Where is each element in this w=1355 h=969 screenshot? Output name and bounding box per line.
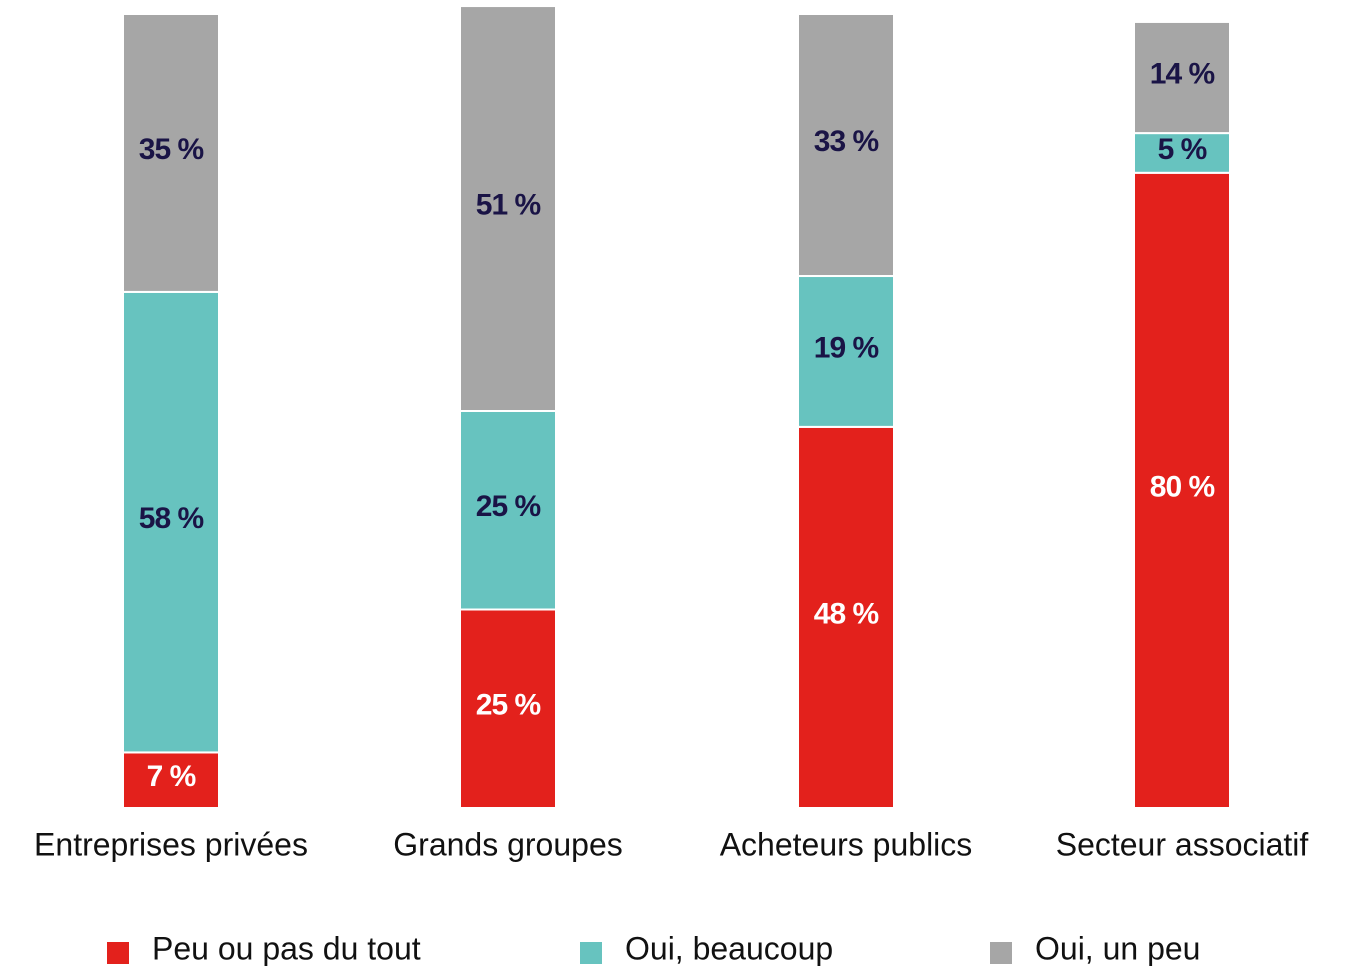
value-label: 19 % [814,331,879,364]
value-label: 25 % [476,490,541,523]
legend-label: Peu ou pas du tout [152,930,421,966]
value-label: 51 % [476,188,541,221]
bar-segment [1133,20,1231,135]
x-tick-label: Grands groupes [393,826,622,862]
legend-swatch [107,942,129,964]
bar-segment [122,13,220,293]
bar-segment [1133,132,1231,174]
value-label: 25 % [476,689,541,722]
value-label: 35 % [139,133,204,166]
bar-segment [459,5,557,413]
bar-segment [459,410,557,611]
legend-label: Oui, beaucoup [625,930,833,966]
x-tick-label: Entreprises privées [34,826,308,862]
bar-segment [122,290,220,754]
value-label: 5 % [1158,133,1207,166]
value-label: 58 % [139,502,204,535]
value-label: 80 % [1150,470,1215,503]
bar-segment [797,425,895,809]
legend-swatch [990,942,1012,964]
x-tick-label: Secteur associatif [1056,826,1309,862]
legend-label: Oui, un peu [1035,930,1200,966]
legend-swatch [580,942,602,964]
x-tick-label: Acheteurs publics [720,826,973,862]
bar-segment [797,275,895,428]
value-label: 14 % [1150,57,1215,90]
value-label: 33 % [814,125,879,158]
bar-segment [122,751,220,809]
bar-segment [797,13,895,278]
value-label: 48 % [814,597,879,630]
value-label: 7 % [147,760,196,793]
bar-segment [1133,171,1231,810]
bar-segment [459,608,557,809]
